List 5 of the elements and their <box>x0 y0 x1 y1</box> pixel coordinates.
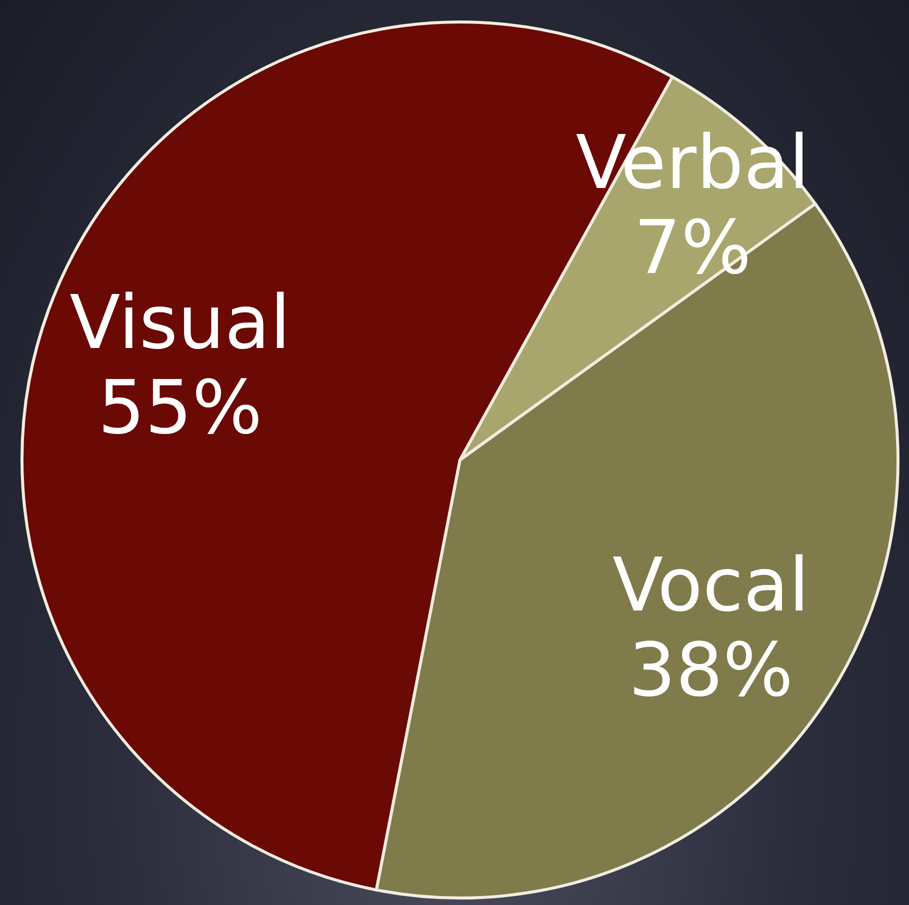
data-label: 38% <box>628 627 794 714</box>
data-label: 55% <box>98 365 262 452</box>
slice-label: Visual <box>70 280 291 366</box>
data-label: 7% <box>634 204 752 291</box>
slice-label: Vocal <box>612 542 810 628</box>
